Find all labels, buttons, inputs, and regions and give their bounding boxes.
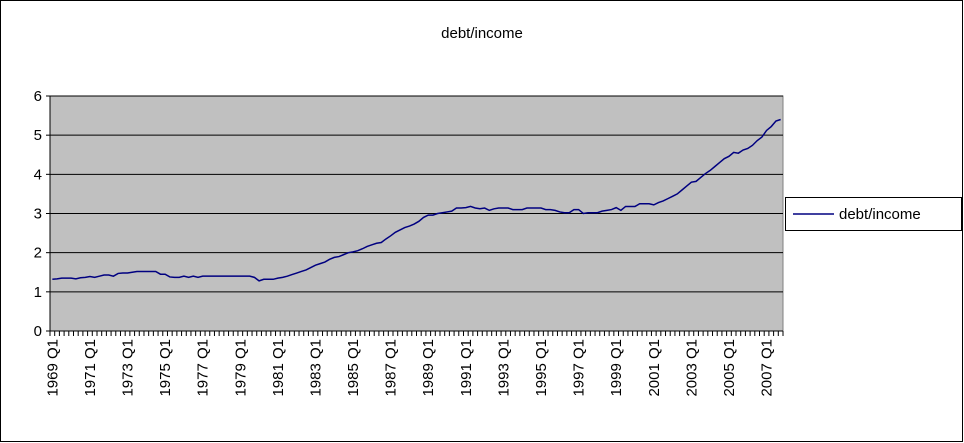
y-tick-label: 6 [34,88,42,105]
x-tick-label: 2003 Q1 [683,339,700,397]
y-tick-label: 1 [34,284,42,301]
x-tick-label: 1995 Q1 [533,339,550,397]
x-tick-label: 1993 Q1 [495,339,512,397]
x-tick-label: 1997 Q1 [571,339,588,397]
x-tick-label: 1983 Q1 [307,339,324,397]
x-tick-label: 1989 Q1 [420,339,437,397]
chart-title: debt/income [441,25,523,42]
x-tick-label: 1981 Q1 [270,339,287,397]
x-tick-label: 1985 Q1 [345,339,362,397]
y-tick-label: 2 [34,245,42,262]
x-tick-label: 1987 Q1 [383,339,400,397]
x-tick-label: 1973 Q1 [120,339,137,397]
x-tick-label: 2007 Q1 [759,339,776,397]
x-tick-label: 1969 Q1 [44,339,61,397]
x-tick-label: 1991 Q1 [458,339,475,397]
x-tick-label: 2005 Q1 [721,339,738,397]
x-tick-label: 1975 Q1 [157,339,174,397]
x-tick-label: 1979 Q1 [232,339,249,397]
y-tick-label: 4 [34,166,42,183]
data-line [52,118,781,282]
y-tick-label: 0 [34,323,42,340]
x-tick-label: 1977 Q1 [195,339,212,397]
x-tick-label: 1971 Q1 [82,339,99,397]
y-tick-label: 5 [34,127,42,144]
legend-label: debt/income [839,206,921,223]
x-tick-label: 1999 Q1 [608,339,625,397]
y-tick-label: 3 [34,206,42,223]
x-tick-label: 2001 Q1 [646,339,663,397]
